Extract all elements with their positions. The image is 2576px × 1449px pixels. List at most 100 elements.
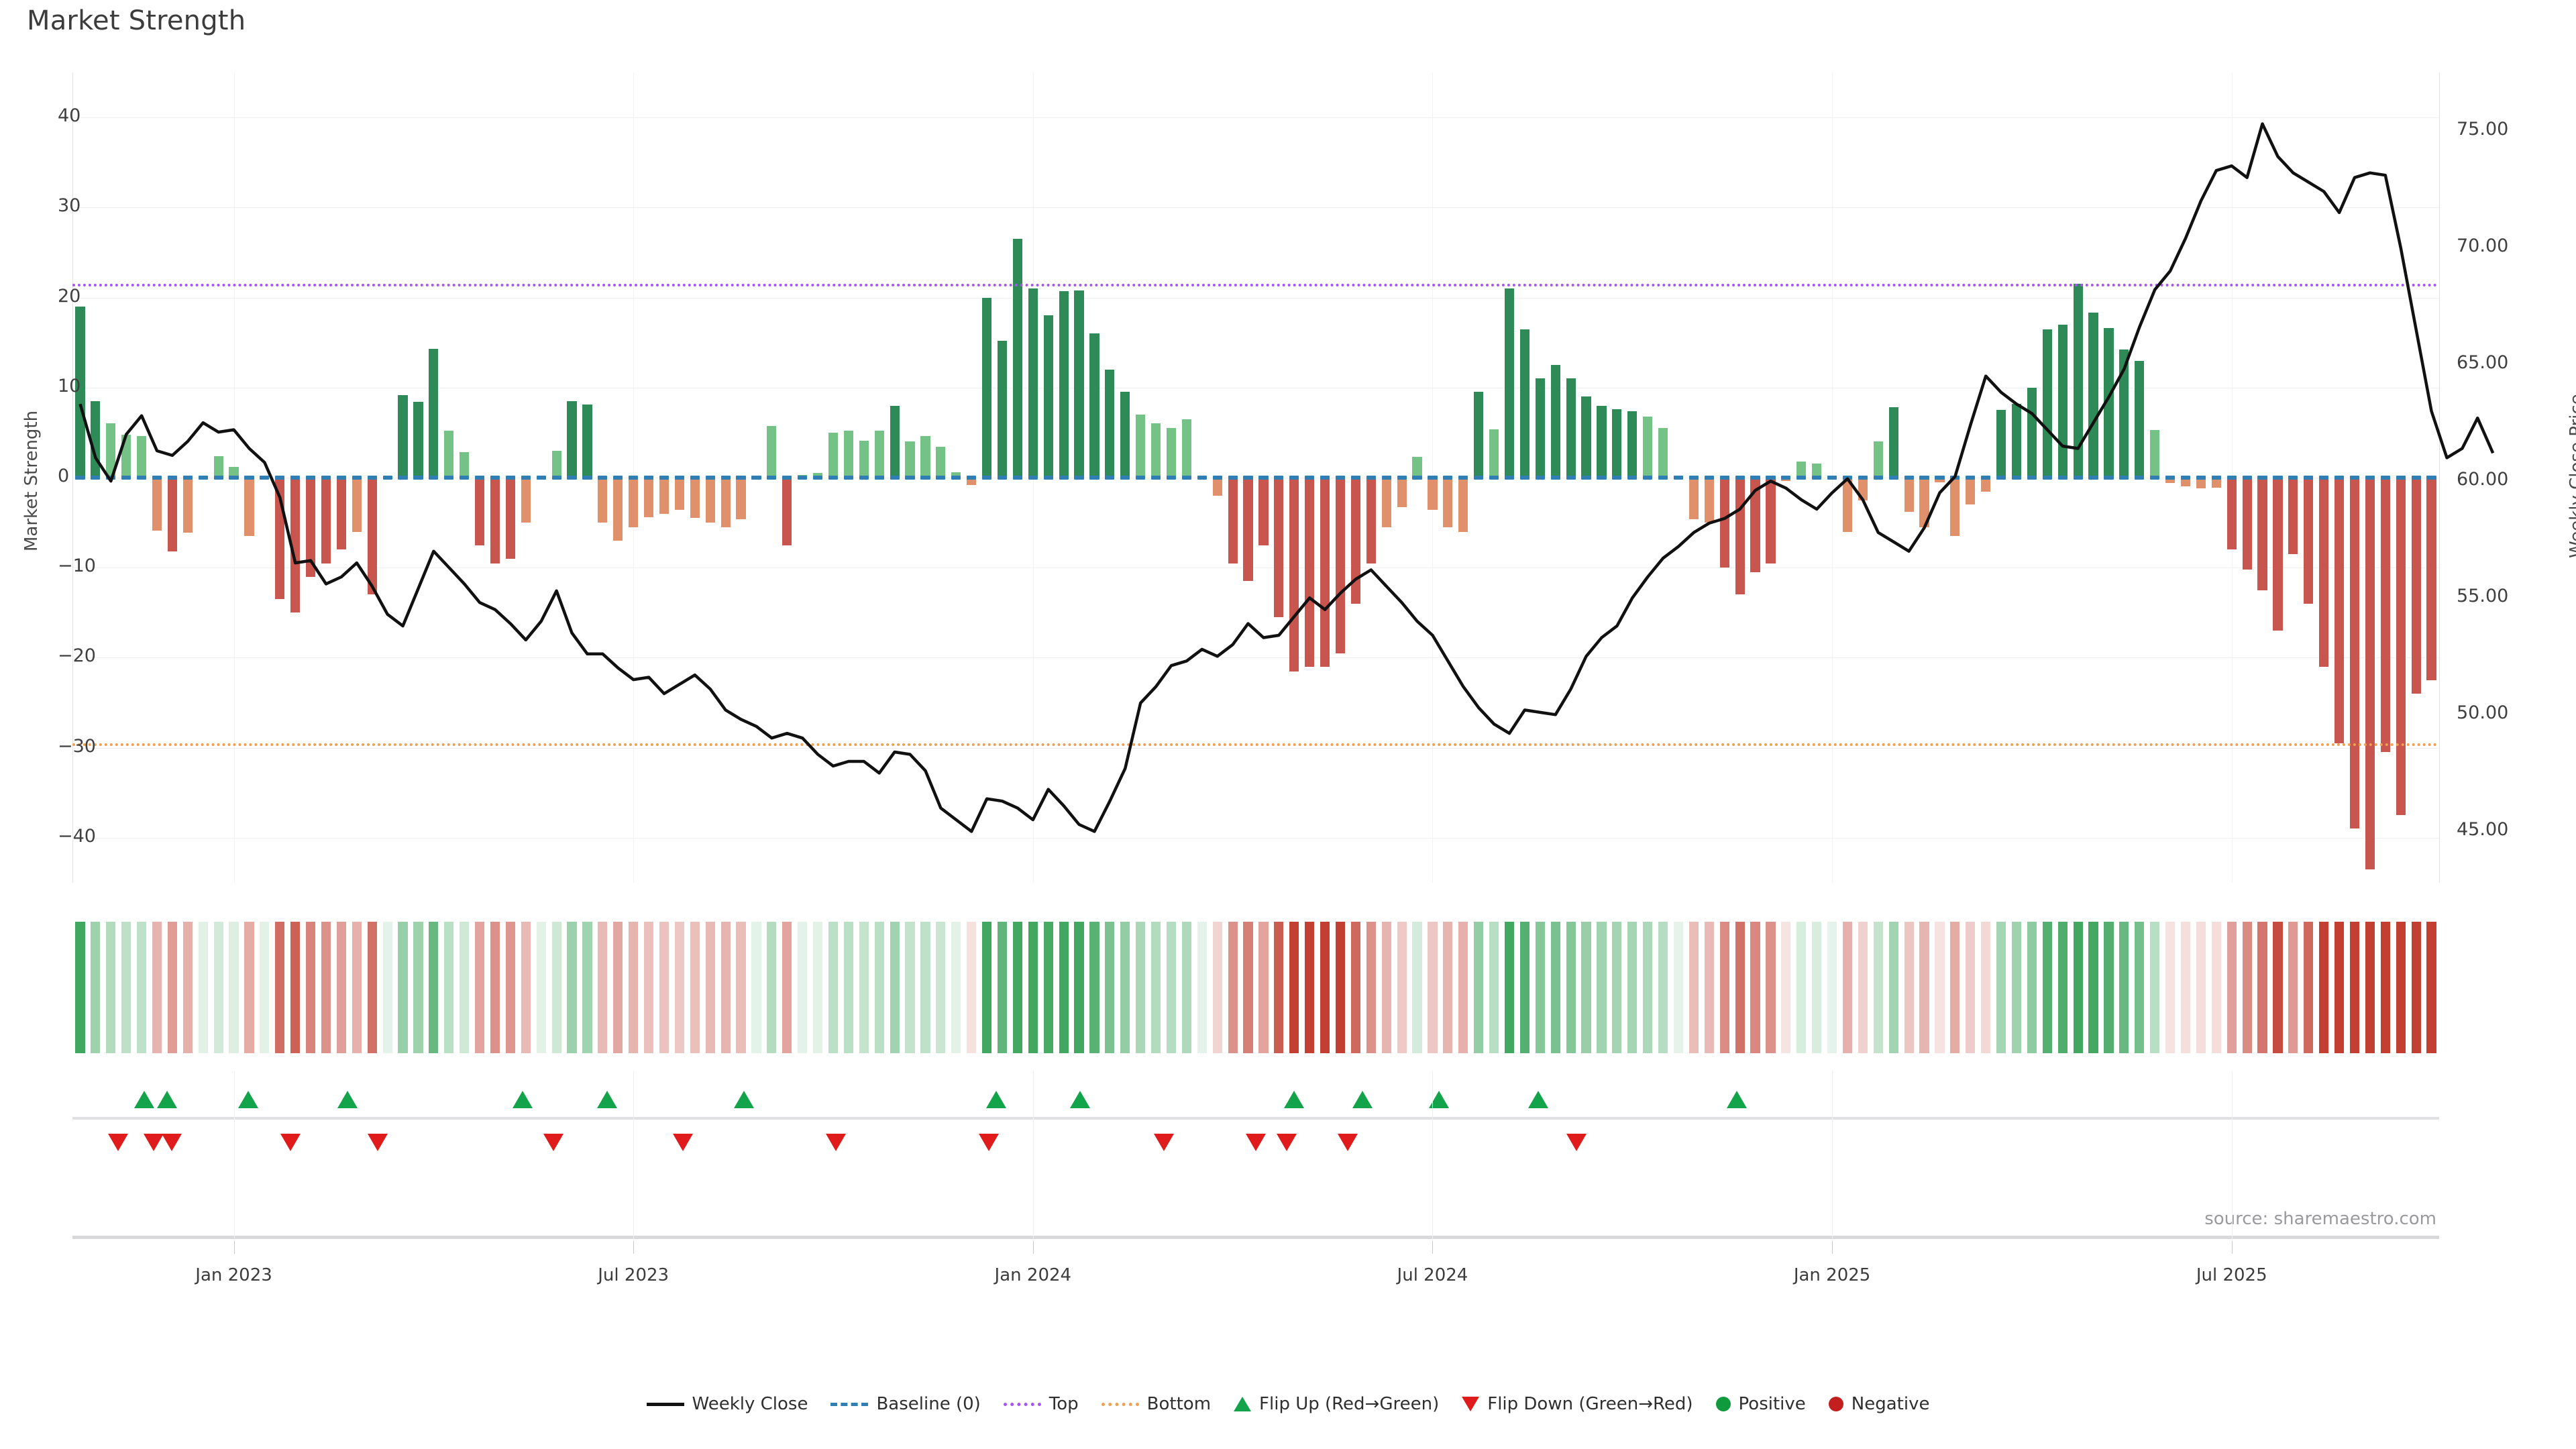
baseline-segment bbox=[1858, 476, 1868, 480]
strength-bar bbox=[2211, 478, 2221, 488]
legend-item[interactable]: Top bbox=[1003, 1394, 1079, 1414]
baseline-segment bbox=[382, 476, 392, 480]
legend-item[interactable]: Weekly Close bbox=[646, 1394, 808, 1414]
y2-axis-tick-label: 45.00 bbox=[2457, 819, 2509, 841]
strength-bar bbox=[1274, 478, 1284, 618]
legend-item[interactable]: Flip Up (Red→Green) bbox=[1234, 1394, 1439, 1414]
strength-bar bbox=[1136, 415, 1146, 478]
heat-cell bbox=[2165, 922, 2176, 1053]
strength-bar bbox=[1166, 428, 1177, 478]
strength-bar bbox=[413, 402, 423, 478]
bottom-swatch-icon bbox=[1101, 1402, 1139, 1406]
strength-bar bbox=[244, 478, 254, 537]
strength-bar bbox=[1950, 478, 1960, 537]
baseline-segment bbox=[2396, 476, 2406, 480]
baseline-segment bbox=[1966, 476, 1976, 480]
baseline-segment bbox=[720, 476, 731, 480]
baseline-segment bbox=[198, 476, 208, 480]
gridline-v bbox=[633, 1201, 635, 1241]
gridline-v bbox=[1432, 1071, 1434, 1205]
baseline-segment bbox=[1504, 476, 1515, 480]
legend-item[interactable]: Baseline (0) bbox=[830, 1394, 981, 1414]
strength-bar bbox=[1412, 457, 1422, 478]
gridline-v bbox=[633, 1071, 635, 1205]
baseline-segment bbox=[2226, 476, 2237, 480]
baseline-segment bbox=[690, 476, 700, 480]
baseline-segment bbox=[1043, 476, 1053, 480]
baseline-segment bbox=[1305, 476, 1315, 480]
flip-up-marker bbox=[734, 1091, 755, 1108]
x-axis-tick bbox=[2231, 1239, 2233, 1254]
strength-bar bbox=[1120, 392, 1130, 478]
heat-cell bbox=[182, 922, 193, 1053]
heat-cell bbox=[2196, 922, 2206, 1053]
heat-cell bbox=[1074, 922, 1084, 1053]
heat-cell bbox=[1120, 922, 1130, 1053]
x-axis-tick bbox=[1032, 1239, 1034, 1254]
flip-up-marker bbox=[133, 1091, 154, 1108]
baseline-segment bbox=[1412, 476, 1422, 480]
flip-up-marker bbox=[986, 1091, 1007, 1108]
strength-bar bbox=[1350, 478, 1360, 604]
legend-item[interactable]: Positive bbox=[1715, 1394, 1806, 1414]
baseline-segment bbox=[75, 476, 85, 480]
left-axis-title: Market Strength bbox=[21, 410, 42, 551]
heat-cell bbox=[352, 922, 362, 1053]
baseline-segment bbox=[2273, 476, 2283, 480]
baseline-segment bbox=[920, 476, 930, 480]
heat-cell bbox=[2011, 922, 2022, 1053]
heat-cell bbox=[229, 922, 239, 1053]
baseline-segment bbox=[981, 476, 992, 480]
strength-bar bbox=[843, 431, 853, 478]
legend-item[interactable]: Negative bbox=[1828, 1394, 1929, 1414]
legend-item[interactable]: Bottom bbox=[1101, 1394, 1211, 1414]
strength-bar bbox=[1089, 333, 1099, 478]
flip-down-marker bbox=[826, 1134, 847, 1151]
heat-cell bbox=[536, 922, 546, 1053]
heat-cell bbox=[1688, 922, 1699, 1053]
baseline-segment bbox=[2257, 476, 2267, 480]
baseline-segment bbox=[1150, 476, 1161, 480]
heat-cell bbox=[1381, 922, 1391, 1053]
baseline-segment bbox=[782, 476, 792, 480]
x-axis-tick-label: Jul 2023 bbox=[598, 1265, 669, 1285]
strength-bar bbox=[1812, 463, 1822, 478]
flip-down-icon bbox=[1462, 1397, 1480, 1411]
flip-down-marker bbox=[1337, 1134, 1358, 1151]
heat-cell bbox=[1550, 922, 1560, 1053]
gridline-v bbox=[233, 1201, 235, 1241]
strength-bar bbox=[1212, 478, 1222, 496]
strength-bar bbox=[2135, 360, 2145, 478]
heat-cell bbox=[1996, 922, 2006, 1053]
strength-bar bbox=[1150, 423, 1161, 478]
heat-cell bbox=[582, 922, 592, 1053]
baseline-segment bbox=[2042, 476, 2052, 480]
strength-bar bbox=[2119, 350, 2129, 478]
strength-bar bbox=[1366, 478, 1376, 564]
y2-axis-tick-label: 55.00 bbox=[2457, 586, 2509, 607]
strength-heat-strip bbox=[72, 922, 2439, 1053]
flip-up-marker bbox=[1528, 1091, 1549, 1108]
heat-cell bbox=[1812, 922, 1822, 1053]
heat-cell bbox=[2119, 922, 2129, 1053]
strength-bar bbox=[582, 405, 592, 478]
legend-item[interactable]: Flip Down (Green→Red) bbox=[1462, 1394, 1693, 1414]
strength-bar bbox=[336, 478, 346, 550]
strength-bar bbox=[1228, 478, 1238, 564]
y2-axis-tick-label: 60.00 bbox=[2457, 469, 2509, 490]
strength-bar bbox=[767, 426, 777, 478]
baseline-segment bbox=[2119, 476, 2129, 480]
heat-cell bbox=[843, 922, 853, 1053]
strength-bar bbox=[782, 478, 792, 545]
baseline-segment bbox=[1474, 476, 1484, 480]
strength-bar bbox=[1059, 291, 1069, 478]
flip-down-marker bbox=[1276, 1134, 1297, 1151]
baseline-segment bbox=[843, 476, 853, 480]
heat-cell bbox=[2365, 922, 2375, 1053]
heat-cell bbox=[2073, 922, 2083, 1053]
baseline-segment bbox=[336, 476, 346, 480]
flip-up-marker bbox=[1352, 1091, 1373, 1108]
heat-cell bbox=[2319, 922, 2329, 1053]
baseline-segment bbox=[1181, 476, 1191, 480]
flip-up-marker bbox=[337, 1091, 358, 1108]
